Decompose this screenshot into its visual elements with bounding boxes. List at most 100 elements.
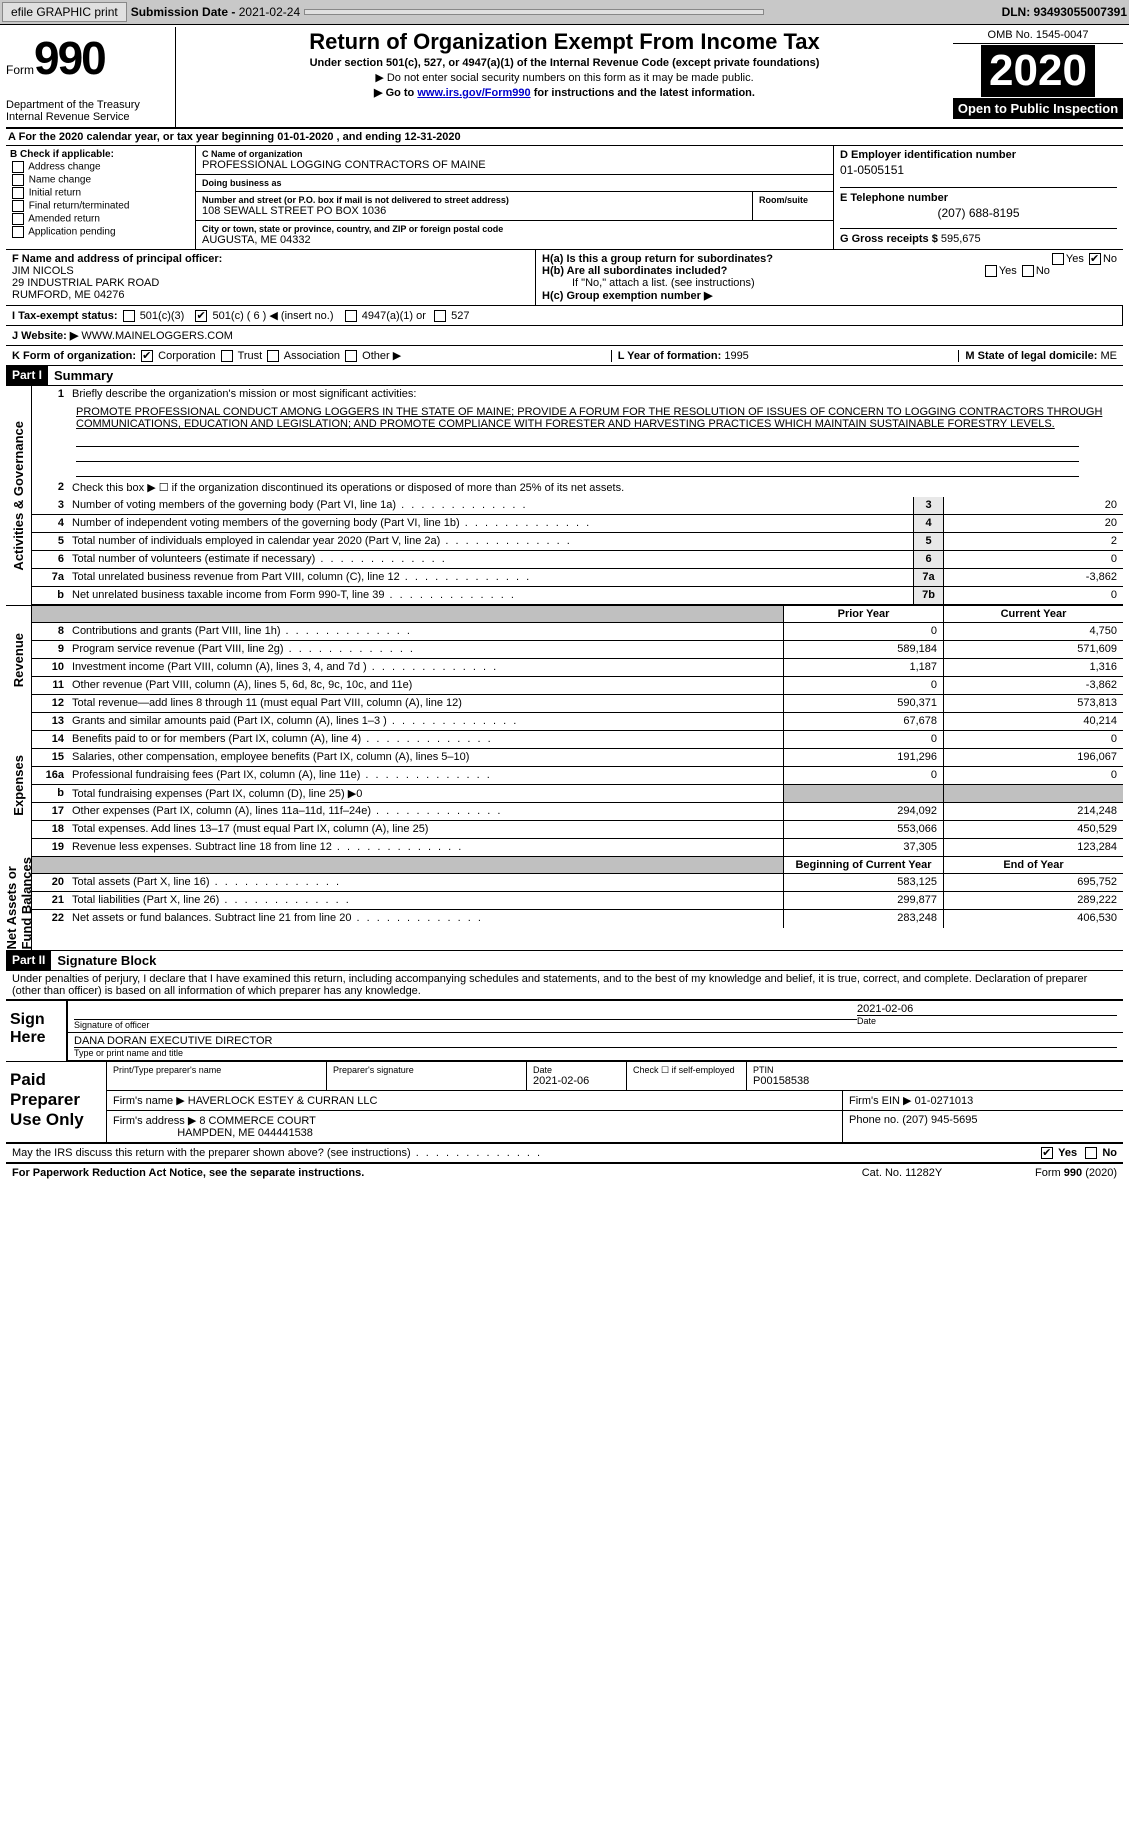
p12: 590,371	[783, 695, 943, 712]
v5: 2	[943, 533, 1123, 550]
p9: 589,184	[783, 641, 943, 658]
p11: 0	[783, 677, 943, 694]
pt-label: Print/Type preparer's name	[113, 1065, 320, 1075]
col-end: End of Year	[943, 857, 1123, 873]
ck-name[interactable]: Name change	[10, 174, 191, 186]
form-number: 990	[34, 31, 105, 85]
hb-label: H(b) Are all subordinates included?	[542, 265, 727, 277]
m-label: M State of legal domicile:	[965, 350, 1097, 362]
org-name: PROFESSIONAL LOGGING CONTRACTORS OF MAIN…	[202, 159, 827, 171]
firm-addr2: HAMPDEN, ME 044441538	[177, 1127, 313, 1139]
footer-left: For Paperwork Reduction Act Notice, see …	[12, 1167, 827, 1179]
l11: Other revenue (Part VIII, column (A), li…	[68, 677, 783, 694]
l17: Other expenses (Part IX, column (A), lin…	[68, 803, 783, 820]
sig-date: 2021-02-06	[857, 1003, 913, 1015]
c17: 214,248	[943, 803, 1123, 820]
c12: 573,813	[943, 695, 1123, 712]
ck-501c[interactable]	[195, 310, 207, 322]
c8: 4,750	[943, 623, 1123, 640]
part1-title: Summary	[48, 366, 1123, 385]
p8: 0	[783, 623, 943, 640]
officer-addr2: RUMFORD, ME 04276	[12, 289, 124, 301]
l22: Net assets or fund balances. Subtract li…	[68, 910, 783, 928]
line1-label: Briefly describe the organization's miss…	[68, 386, 1123, 404]
c19: 123,284	[943, 839, 1123, 856]
c18: 450,529	[943, 821, 1123, 838]
ck-4947[interactable]	[345, 310, 357, 322]
ha-label: H(a) Is this a group return for subordin…	[542, 253, 773, 265]
room-label: Room/suite	[759, 195, 827, 205]
line5: Total number of individuals employed in …	[68, 533, 913, 550]
j-label: J Website: ▶	[12, 330, 78, 342]
c10: 1,316	[943, 659, 1123, 676]
ck-assoc[interactable]	[267, 350, 279, 362]
efile-button[interactable]: efile GRAPHIC print	[2, 2, 127, 22]
i-label: I Tax-exempt status:	[12, 310, 118, 322]
ck-trust[interactable]	[221, 350, 233, 362]
ein: 01-0505151	[840, 163, 1117, 177]
irs-no[interactable]	[1085, 1147, 1097, 1159]
dept: Department of the Treasury Internal Reve…	[6, 99, 171, 123]
ck-pending[interactable]: Application pending	[10, 226, 191, 238]
form-header: Form 990 Department of the Treasury Inte…	[6, 27, 1123, 129]
l16b: Total fundraising expenses (Part IX, col…	[68, 785, 783, 802]
l18: Total expenses. Add lines 13–17 (must eq…	[68, 821, 783, 838]
v7a: -3,862	[943, 569, 1123, 586]
part1-header: Part I	[6, 366, 48, 385]
mission-text: PROMOTE PROFESSIONAL CONDUCT AMONG LOGGE…	[76, 406, 1102, 430]
c22: 406,530	[943, 910, 1123, 928]
sig-date-label: Date	[857, 1015, 1117, 1026]
officer-addr1: 29 INDUSTRIAL PARK ROAD	[12, 277, 159, 289]
year-formation: 1995	[724, 350, 748, 362]
phone: (207) 688-8195	[840, 206, 1117, 220]
l21: Total liabilities (Part X, line 26)	[68, 892, 783, 909]
ptin-label: PTIN	[753, 1065, 1117, 1075]
street-label: Number and street (or P.O. box if mail i…	[202, 195, 746, 205]
ck-other[interactable]	[345, 350, 357, 362]
c11: -3,862	[943, 677, 1123, 694]
col-current: Current Year	[943, 606, 1123, 622]
city-label: City or town, state or province, country…	[202, 224, 827, 234]
irs-link[interactable]: www.irs.gov/Form990	[417, 87, 530, 99]
irs-yes[interactable]	[1041, 1147, 1053, 1159]
ein-label: D Employer identification number	[840, 149, 1117, 161]
ck-corp[interactable]	[141, 350, 153, 362]
ck-527[interactable]	[434, 310, 446, 322]
website: WWW.MAINELOGGERS.COM	[81, 330, 233, 342]
fe-label: Firm's EIN ▶	[849, 1095, 912, 1107]
c20: 695,752	[943, 874, 1123, 891]
l14: Benefits paid to or for members (Part IX…	[68, 731, 783, 748]
hb-no[interactable]	[1022, 265, 1034, 277]
officer-print-label: Type or print name and title	[74, 1047, 1117, 1058]
l8: Contributions and grants (Part VIII, lin…	[68, 623, 783, 640]
l16a: Professional fundraising fees (Part IX, …	[68, 767, 783, 784]
ck-address[interactable]: Address change	[10, 161, 191, 173]
ck-amended[interactable]: Amended return	[10, 213, 191, 225]
blank-button[interactable]	[304, 9, 764, 15]
p18: 553,066	[783, 821, 943, 838]
paid-preparer-label: Paid Preparer Use Only	[6, 1062, 106, 1142]
city: AUGUSTA, ME 04332	[202, 234, 827, 246]
entity-block: B Check if applicable: Address change Na…	[6, 146, 1123, 250]
ck-501c3[interactable]	[123, 310, 135, 322]
ck-initial[interactable]: Initial return	[10, 187, 191, 199]
v7b: 0	[943, 587, 1123, 604]
subtitle-1: Under section 501(c), 527, or 4947(a)(1)…	[182, 57, 947, 69]
ck-final[interactable]: Final return/terminated	[10, 200, 191, 212]
c9: 571,609	[943, 641, 1123, 658]
vtab-activities: Activities & Governance	[6, 386, 32, 605]
tax-year: 2020	[983, 47, 1093, 95]
firm-phone: (207) 945-5695	[902, 1114, 977, 1126]
hb-note: If "No," attach a list. (see instruction…	[542, 277, 1117, 289]
hb-yes[interactable]	[985, 265, 997, 277]
ha-yes[interactable]	[1052, 253, 1064, 265]
prep-date: 2021-02-06	[533, 1075, 589, 1087]
ptin: P00158538	[753, 1075, 809, 1087]
p20: 583,125	[783, 874, 943, 891]
firm-ein: 01-0271013	[915, 1095, 974, 1107]
part2-header: Part II	[6, 951, 51, 970]
line7a: Total unrelated business revenue from Pa…	[68, 569, 913, 586]
footer-cat: Cat. No. 11282Y	[827, 1167, 977, 1179]
firm-name: HAVERLOCK ESTEY & CURRAN LLC	[188, 1095, 378, 1107]
ha-no[interactable]	[1089, 253, 1101, 265]
